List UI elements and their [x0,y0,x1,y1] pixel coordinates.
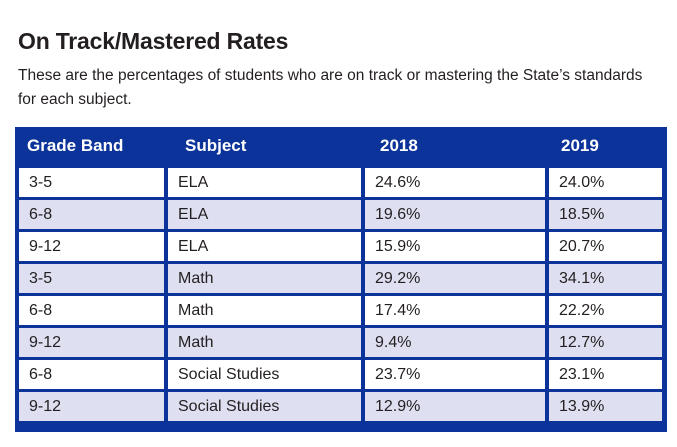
cell-2019: 13.9% [549,392,662,421]
cell-2018: 29.2% [365,264,545,293]
cell-2018: 12.9% [365,392,545,421]
cell-2018: 19.6% [365,200,545,229]
cell-subject: Social Studies [168,360,361,389]
cell-2019: 24.0% [549,168,662,197]
cell-subject: Math [168,264,361,293]
header-subject: Subject [185,136,247,155]
cell-grade-band: 6-8 [19,296,164,325]
page-subtitle: These are the percentages of students wh… [18,67,643,108]
cell-subject: ELA [168,200,361,229]
cell-subject: Math [168,328,361,357]
cell-subject: ELA [168,232,361,261]
cell-2019: 12.7% [549,328,662,357]
cell-2018: 24.6% [365,168,545,197]
cell-2019: 18.5% [549,200,662,229]
cell-2019: 20.7% [549,232,662,261]
header-2019: 2019 [561,136,599,155]
cell-grade-band: 9-12 [19,392,164,421]
cell-2019: 34.1% [549,264,662,293]
cell-2019: 22.2% [549,296,662,325]
cell-grade-band: 3-5 [19,264,164,293]
cell-grade-band: 9-12 [19,328,164,357]
header-2018: 2018 [380,136,418,155]
cell-subject: ELA [168,168,361,197]
cell-grade-band: 6-8 [19,360,164,389]
cell-subject: Math [168,296,361,325]
cell-2018: 23.7% [365,360,545,389]
page-title: On Track/Mastered Rates [18,28,289,54]
rates-table: Grade Band Subject 2018 2019 3-5 ELA 24.6%… [15,127,667,432]
cell-grade-band: 9-12 [19,232,164,261]
cell-2018: 9.4% [365,328,545,357]
cell-subject: Social Studies [168,392,361,421]
cell-grade-band: 6-8 [19,200,164,229]
header-grade-band: Grade Band [27,136,124,155]
cell-grade-band: 3-5 [19,168,164,197]
cell-2018: 15.9% [365,232,545,261]
cell-2018: 17.4% [365,296,545,325]
cell-2019: 23.1% [549,360,662,389]
